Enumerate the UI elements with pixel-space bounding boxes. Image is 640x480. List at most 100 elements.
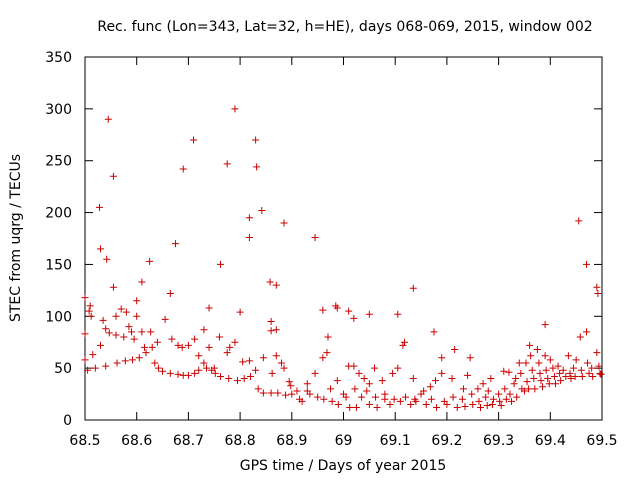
data-point: [223, 349, 231, 357]
data-point: [223, 160, 231, 168]
data-point: [593, 349, 601, 357]
data-point: [535, 359, 543, 367]
data-point: [475, 397, 483, 405]
data-point: [168, 335, 176, 343]
data-point: [500, 367, 508, 375]
data-point: [216, 260, 224, 268]
data-point: [412, 397, 420, 405]
data-point: [422, 400, 430, 408]
data-point: [556, 369, 564, 377]
data-point: [528, 366, 536, 374]
data-point: [451, 345, 459, 353]
data-point: [138, 328, 146, 336]
data-point: [225, 375, 233, 383]
data-point: [161, 315, 169, 323]
data-point: [510, 380, 518, 388]
data-point: [121, 357, 129, 365]
data-point: [426, 383, 434, 391]
data-point: [272, 352, 280, 360]
data-point: [488, 400, 496, 408]
y-axis-label: STEC from uqrg / TECUs: [8, 154, 24, 322]
data-point: [178, 343, 186, 351]
data-point: [420, 387, 428, 395]
y-axis-tick-labels: 0 50 100 150 200 250 300 350: [45, 50, 72, 429]
data-point: [464, 371, 472, 379]
data-point: [525, 385, 533, 393]
data-point: [97, 341, 105, 349]
x-tick-label: 68.6: [121, 433, 152, 449]
data-point: [386, 400, 394, 408]
data-point: [122, 308, 130, 316]
data-point: [104, 115, 112, 123]
data-point: [320, 395, 328, 403]
data-point: [527, 352, 535, 360]
data-point: [190, 136, 198, 144]
data-point: [537, 377, 545, 385]
data-point: [267, 317, 275, 325]
data-point: [360, 375, 368, 383]
data-point: [381, 395, 389, 403]
data-point: [531, 385, 539, 393]
data-point: [140, 343, 148, 351]
data-point: [545, 380, 553, 388]
data-point: [112, 331, 120, 339]
data-point: [542, 366, 550, 374]
data-point: [461, 403, 469, 411]
data-point: [508, 397, 516, 405]
data-point: [306, 390, 314, 398]
data-point: [130, 335, 138, 343]
data-point: [95, 203, 103, 211]
data-point: [159, 367, 167, 375]
data-point: [89, 351, 97, 359]
data-point: [497, 401, 505, 409]
data-point: [593, 283, 601, 291]
data-point: [138, 278, 146, 286]
data-point: [120, 333, 128, 341]
data-point: [166, 289, 174, 297]
data-point: [226, 343, 234, 351]
data-point: [551, 380, 559, 388]
data-point: [324, 333, 332, 341]
data-point: [582, 328, 590, 336]
data-point: [517, 369, 525, 377]
data-point: [448, 375, 456, 383]
data-point: [346, 404, 354, 412]
data-point: [523, 378, 531, 386]
data-point: [184, 371, 192, 379]
data-point: [550, 372, 558, 380]
data-point: [142, 349, 150, 357]
data-point: [200, 326, 208, 334]
data-point: [350, 314, 358, 322]
data-point: [549, 364, 557, 372]
data-point: [495, 390, 503, 398]
data-point: [87, 312, 95, 320]
data-point: [407, 400, 415, 408]
data-point: [449, 393, 457, 401]
data-point: [522, 359, 530, 367]
data-point: [526, 341, 534, 349]
data-point: [133, 312, 141, 320]
data-point: [280, 364, 288, 372]
axis-ticks: [84, 56, 603, 421]
y-tick-label: 300: [45, 102, 72, 118]
data-point: [240, 375, 248, 383]
data-point: [582, 260, 590, 268]
data-point: [298, 397, 306, 405]
x-tick-label: 69.1: [380, 433, 411, 449]
y-tick-label: 50: [54, 361, 72, 377]
y-tick-label: 250: [45, 154, 72, 170]
data-point: [597, 370, 605, 378]
data-point: [333, 304, 341, 312]
data-point: [246, 372, 254, 380]
data-point: [533, 345, 541, 353]
data-point: [427, 395, 435, 403]
data-point: [97, 245, 105, 253]
data-point: [505, 368, 513, 376]
data-point: [334, 400, 342, 408]
data-point: [171, 240, 179, 248]
data-point: [589, 372, 597, 380]
data-point: [253, 163, 261, 171]
data-point: [433, 404, 441, 412]
data-point: [466, 354, 474, 362]
